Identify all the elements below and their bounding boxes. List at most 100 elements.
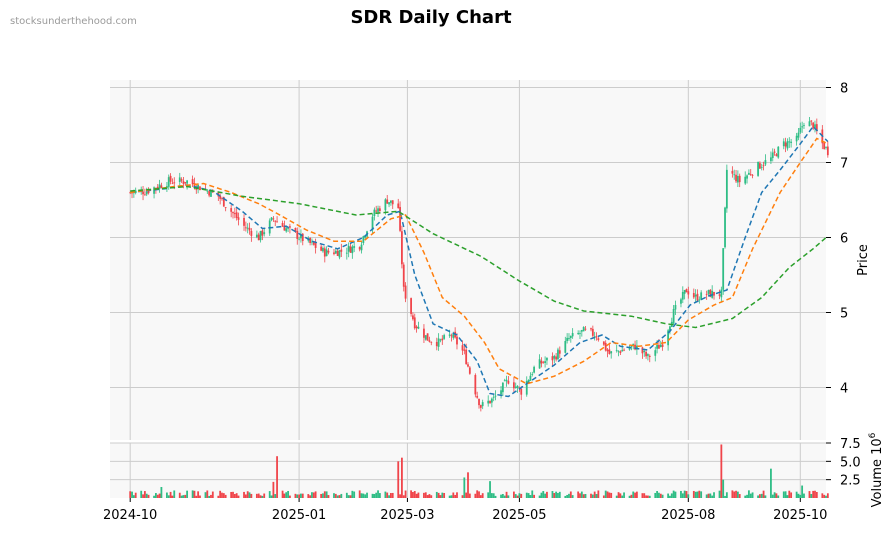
- volume-bar: [373, 494, 376, 498]
- volume-bar: [500, 494, 502, 498]
- candle-body: [751, 174, 754, 176]
- candle-body: [529, 375, 532, 381]
- candle-body: [724, 207, 726, 248]
- candle-body: [520, 388, 523, 395]
- volume-bar: [669, 495, 671, 498]
- volume-bar: [568, 493, 570, 498]
- candle-body: [255, 234, 258, 238]
- volume-bar: [230, 491, 233, 498]
- candle-body: [795, 135, 798, 142]
- candle-body: [167, 177, 170, 187]
- volume-bar: [527, 493, 530, 498]
- candle-body: [424, 335, 427, 340]
- volume-bar: [180, 495, 183, 498]
- volume-bar: [349, 495, 352, 498]
- volume-bar: [263, 493, 266, 498]
- volume-bar: [360, 493, 363, 498]
- volume-bar: [389, 493, 392, 498]
- candle-body: [437, 338, 440, 347]
- axes: 2024-10 2025-01 2025-03 2025-05 2025-08 2025-…: [103, 82, 861, 524]
- volume-bar: [826, 493, 829, 498]
- candle-body: [823, 142, 826, 150]
- volume-bar: [314, 491, 317, 498]
- candle-body: [345, 252, 348, 254]
- volume-bar: [327, 495, 330, 498]
- candle-body: [221, 198, 223, 200]
- candle-body: [501, 382, 504, 393]
- candle-body: [410, 298, 412, 314]
- volume-bar: [720, 444, 723, 498]
- candle-body: [555, 356, 558, 360]
- candle-body: [463, 349, 466, 351]
- candle-body: [158, 184, 161, 189]
- volume-bar: [825, 495, 827, 498]
- candle-body: [736, 175, 739, 183]
- candle-body: [193, 183, 196, 188]
- volume-bar: [619, 493, 622, 498]
- volume-bar: [173, 490, 176, 498]
- volume-bar: [156, 494, 159, 498]
- volume-bar: [770, 468, 772, 498]
- volume-bar: [167, 495, 170, 498]
- volume-bar: [301, 493, 304, 498]
- volume-bar: [591, 494, 594, 498]
- candle-body: [698, 299, 701, 301]
- candle-body: [825, 146, 827, 148]
- candle-body: [334, 250, 337, 254]
- volume-bar: [351, 490, 354, 498]
- volume-bar: [672, 490, 675, 498]
- volume-bar: [415, 493, 418, 498]
- volume-bar: [604, 490, 607, 498]
- volume-bar: [186, 490, 189, 498]
- volume-bar: [208, 495, 211, 498]
- x-tick-label: 2025-10: [773, 508, 827, 523]
- volume-bar: [623, 492, 625, 498]
- candle-body: [322, 247, 324, 252]
- volume-bar: [307, 494, 310, 498]
- volume-bar: [711, 495, 714, 498]
- candle-body: [173, 182, 176, 184]
- candle-body: [604, 342, 607, 351]
- volume-bar: [615, 495, 618, 498]
- volume-bar: [364, 494, 367, 498]
- volume-bar: [270, 495, 273, 498]
- candle-body: [283, 225, 286, 231]
- candle-body: [577, 332, 580, 334]
- candle-body: [468, 367, 471, 374]
- candle-body: [487, 400, 490, 404]
- volume-bar: [621, 495, 624, 498]
- volume-bar: [784, 491, 787, 498]
- candle-body: [597, 338, 600, 341]
- candle-body: [590, 328, 592, 330]
- volume-bar: [300, 493, 302, 498]
- candle-body: [311, 241, 313, 243]
- candle-body: [759, 163, 761, 169]
- volume-bar: [584, 494, 587, 498]
- candle-body: [479, 405, 482, 408]
- candle-body: [619, 351, 622, 354]
- volume-bar: [645, 495, 647, 498]
- volume-bar: [193, 490, 196, 498]
- volume-bar: [452, 492, 455, 498]
- candle-body: [659, 344, 662, 348]
- volume-bar: [424, 492, 427, 498]
- volume-bar: [602, 495, 605, 498]
- volume-bar: [244, 494, 247, 498]
- volume-bar: [773, 492, 776, 498]
- volume-bar: [222, 493, 225, 498]
- candle-body: [826, 146, 829, 156]
- candle-body: [692, 293, 695, 298]
- candle-body: [160, 185, 163, 188]
- candle-body: [274, 220, 277, 222]
- candle-body: [191, 179, 194, 185]
- volume-bar: [489, 481, 491, 498]
- volume-bars: [129, 444, 829, 498]
- volume-bar: [692, 490, 695, 498]
- candle-body: [349, 246, 352, 253]
- candle-body: [707, 290, 710, 294]
- candle-body: [178, 177, 181, 182]
- candle-body: [184, 182, 187, 184]
- candle-body: [197, 184, 200, 189]
- volume-bar: [542, 491, 545, 498]
- candle-body: [617, 350, 620, 352]
